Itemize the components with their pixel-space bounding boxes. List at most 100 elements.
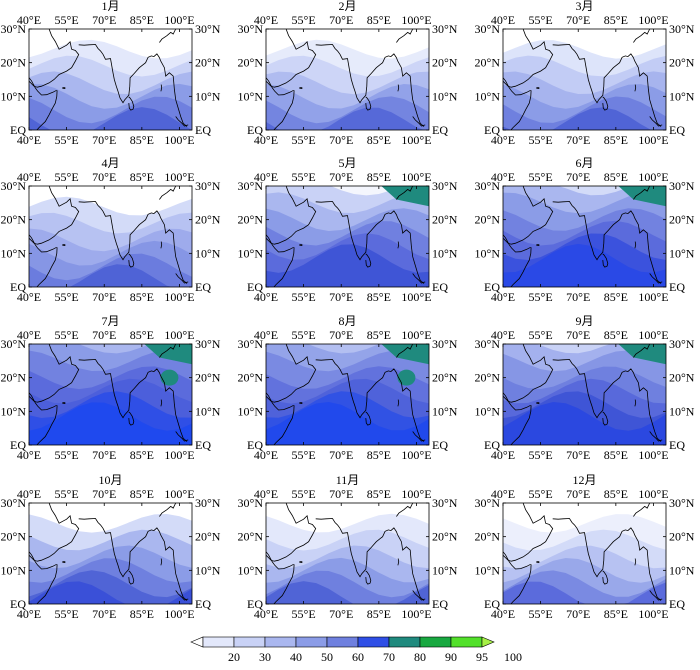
lon-label-bottom: 55°E (55, 607, 79, 621)
panel-title: 12月 (572, 473, 596, 487)
lat-label-left: 20°N (1, 56, 27, 70)
colorbar-label: 60 (352, 650, 364, 664)
coastline (503, 186, 554, 245)
lat-label-right: 30°N (432, 337, 458, 351)
lat-label-left: EQ (10, 597, 26, 611)
lat-label-left: 10°N (1, 89, 27, 103)
lon-label-top: 55°E (292, 13, 316, 27)
lat-label-left: 20°N (238, 371, 264, 385)
colorbar-segment (481, 636, 495, 648)
coastline (633, 29, 651, 43)
lat-label-left: 20°N (238, 56, 264, 70)
lat-label-left: 10°N (238, 404, 264, 418)
contour-band (381, 344, 429, 365)
map-panel-12: 12月 40°E 40°E 55°E 55°E 70°E 70°E 85°E 85°E 100°E… (475, 473, 695, 621)
coastline (175, 116, 189, 127)
lat-label-right: 30°N (432, 496, 458, 510)
lon-label-top: 70°E (329, 328, 353, 342)
coastline (412, 590, 426, 601)
lat-label-left: 20°N (238, 530, 264, 544)
panel-title: 3月 (575, 0, 593, 13)
panel-frame (502, 28, 667, 131)
lat-label-right: 30°N (669, 496, 695, 510)
map-panel-4: 4月 40°E 40°E 55°E 55°E 70°E 70°E 85°E 85°E 100°E 1… (1, 156, 221, 304)
coastline (159, 29, 177, 43)
coastline (299, 561, 303, 563)
colorbar-segment (450, 636, 483, 648)
lon-label-bottom: 70°E (92, 133, 116, 147)
lat-label-right: EQ (195, 597, 211, 611)
coastline (397, 399, 400, 407)
panel-title: 7月 (101, 314, 119, 328)
coastline (128, 96, 135, 111)
lon-label-top: 85°E (130, 487, 154, 501)
coastline (273, 90, 295, 130)
contour-field (266, 344, 429, 445)
panel-frame (502, 185, 667, 288)
lon-label-top: 55°E (292, 487, 316, 501)
lon-label-top: 55°E (55, 487, 79, 501)
coastline (160, 84, 163, 92)
lon-label-top: 70°E (329, 170, 353, 184)
lat-label-left: 10°N (1, 246, 27, 260)
colorbar-label: 95 (476, 650, 488, 664)
coastline (36, 90, 58, 130)
lon-label-bottom: 40°E (254, 448, 278, 462)
lat-label-left: EQ (484, 280, 500, 294)
lon-label-bottom: 40°E (17, 133, 41, 147)
coastline (160, 558, 163, 566)
lon-label-top: 85°E (604, 487, 628, 501)
lat-label-right: 20°N (432, 371, 458, 385)
coastline (266, 29, 317, 88)
contour-band (266, 581, 429, 604)
colorbar-segment (388, 636, 421, 648)
lat-label-right: EQ (669, 597, 685, 611)
coastline (396, 186, 414, 200)
lat-label-left: 30°N (475, 337, 501, 351)
lon-label-top: 85°E (604, 328, 628, 342)
colorbar-label: 40 (290, 650, 302, 664)
lat-label-left: 10°N (238, 246, 264, 260)
panel-title: 10月 (98, 473, 122, 487)
coastline (412, 273, 426, 284)
coastline (78, 44, 101, 52)
lon-label-top: 100°E (164, 328, 194, 342)
coastline (574, 365, 662, 442)
lon-label-top: 55°E (55, 170, 79, 184)
lon-label-top: 40°E (491, 13, 515, 27)
coastline (29, 77, 57, 96)
coastline (266, 392, 294, 411)
panel-title: 5月 (338, 156, 356, 170)
lon-label-top: 70°E (566, 328, 590, 342)
lon-label-bottom: 70°E (566, 607, 590, 621)
map-panel-11: 11月 40°E 40°E 55°E 55°E 70°E 70°E 85°E 85°E 100°E… (238, 473, 458, 621)
lon-label-bottom: 55°E (55, 290, 79, 304)
coastline (315, 201, 338, 209)
lon-label-top: 40°E (17, 487, 41, 501)
lon-label-bottom: 85°E (367, 290, 391, 304)
coastline (266, 234, 294, 253)
coastline (29, 186, 80, 245)
lon-label-bottom: 100°E (401, 290, 431, 304)
coastline (552, 359, 575, 367)
lon-label-bottom: 70°E (329, 290, 353, 304)
coastline (36, 247, 58, 287)
coastline (510, 564, 532, 604)
lon-label-top: 70°E (92, 13, 116, 27)
lon-label-top: 55°E (529, 487, 553, 501)
contour-band (29, 264, 192, 287)
lon-label-bottom: 100°E (401, 607, 431, 621)
lon-label-bottom: 100°E (638, 133, 668, 147)
panel-frame (28, 185, 193, 288)
panel-title: 6月 (575, 156, 593, 170)
coastline (503, 392, 531, 411)
coastline (552, 44, 575, 52)
lat-label-right: EQ (669, 280, 685, 294)
coastline (315, 518, 338, 526)
colorbar-segment (357, 636, 390, 648)
lat-label-left: EQ (247, 280, 263, 294)
lat-label-left: 30°N (1, 496, 27, 510)
colorbar: 20 30 40 50 60 70 80 90 95 100 (190, 636, 522, 664)
lat-label-right: 30°N (669, 337, 695, 351)
lat-label-right: 20°N (669, 530, 695, 544)
